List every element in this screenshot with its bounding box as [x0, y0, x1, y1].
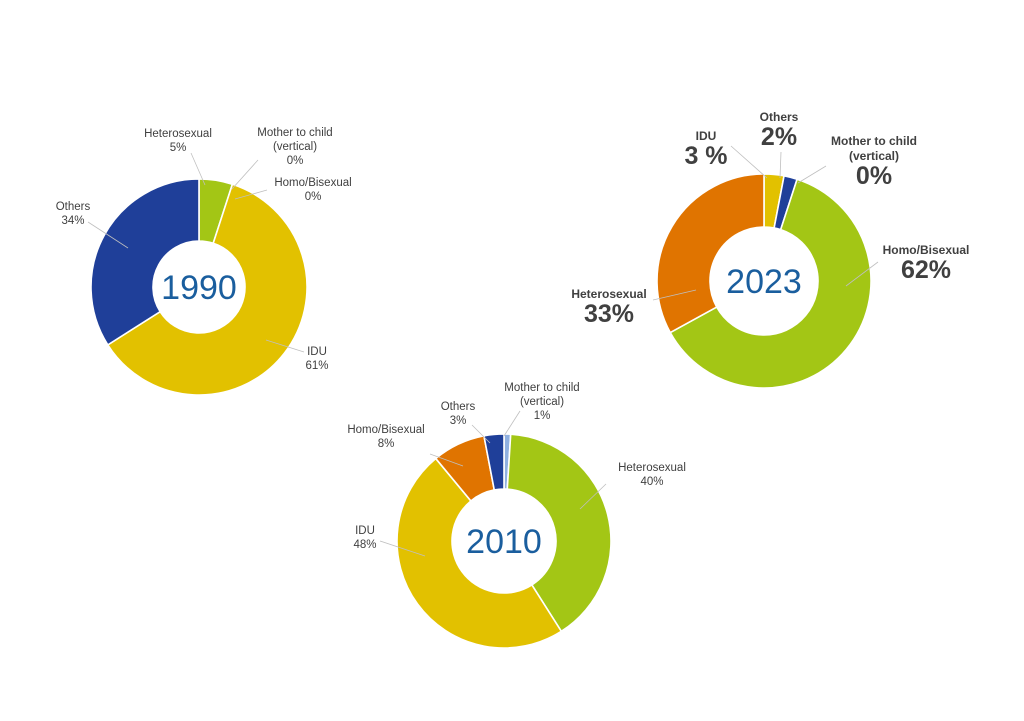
- leader-line-others: [471, 424, 491, 444]
- leader-line-others: [87, 221, 129, 249]
- data-label-name: Others: [441, 401, 476, 413]
- data-label-others: Others 34%: [56, 201, 91, 227]
- data-label-value: 33%: [584, 300, 634, 328]
- data-label-name: Others: [56, 201, 91, 213]
- data-label-homo-bisexual: Homo/Bisexual 0%: [274, 177, 351, 203]
- leader-line-homo-bisexual: [845, 261, 879, 287]
- slice-homo-bisexual: [669, 178, 872, 389]
- leader-line-mother-to-child: [231, 159, 259, 190]
- data-label-name: Others: [760, 110, 799, 124]
- data-label-value: 34%: [61, 215, 84, 227]
- data-label-value: 40%: [640, 476, 663, 488]
- data-label-idu: IDU 48%: [353, 525, 376, 551]
- data-label-value: 5%: [170, 142, 187, 154]
- data-label-name: Mother to child: [504, 382, 579, 394]
- leader-line-heterosexual: [579, 483, 607, 510]
- data-label-homo-bisexual: Homo/Bisexual 8%: [347, 424, 424, 450]
- data-label-name: (vertical): [273, 141, 317, 153]
- data-label-name: (vertical): [520, 396, 564, 408]
- leader-line-heterosexual: [652, 289, 697, 301]
- leader-line-idu: [379, 540, 426, 557]
- data-label-name: Heterosexual: [571, 287, 646, 301]
- data-label-others: Others 3%: [441, 401, 476, 427]
- data-label-mother-to-child: Mother to child (vertical) 0%: [831, 134, 917, 190]
- leader-line-idu: [730, 145, 768, 179]
- data-label-value: 0%: [305, 191, 322, 203]
- donut-chart-2010: 2010 Mother to child (vertical) 1% Heterosex…: [347, 382, 686, 649]
- data-label-name: Homo/Bisexual: [274, 177, 351, 189]
- data-label-value: 8%: [378, 438, 395, 450]
- slice-idu: [106, 183, 308, 396]
- data-label-value: 0%: [287, 155, 304, 167]
- leader-line-mother-to-child: [503, 410, 521, 437]
- data-label-mother-to-child: Mother to child (vertical) 1%: [504, 382, 579, 422]
- data-label-mother-to-child: Mother to child (vertical) 0%: [257, 127, 332, 167]
- data-label-value: 3 %: [684, 142, 727, 170]
- data-label-name: Mother to child: [831, 134, 917, 148]
- data-label-idu: IDU 61%: [305, 346, 328, 372]
- data-label-heterosexual: Heterosexual 40%: [618, 462, 686, 488]
- leader-line-homo-bisexual: [234, 189, 268, 200]
- data-label-name: Homo/Bisexual: [883, 243, 970, 257]
- leader-line-idu: [265, 339, 305, 353]
- data-label-value: 3%: [450, 415, 467, 427]
- center-year-label: 2023: [726, 263, 802, 301]
- slice-heterosexual: [656, 173, 765, 334]
- leader-line-homo-bisexual: [429, 453, 464, 467]
- center-year-label: 2010: [466, 523, 542, 561]
- donut-chart-1990: 1990 Heterosexual 5% Mother to child (vertic…: [56, 127, 352, 396]
- data-label-value: 2%: [761, 123, 797, 151]
- data-label-others: Others 2%: [760, 110, 799, 151]
- data-label-value: 62%: [901, 256, 951, 284]
- data-label-name: IDU: [696, 129, 717, 143]
- slice-heterosexual: [506, 433, 612, 633]
- data-label-value: 48%: [353, 539, 376, 551]
- data-label-idu: IDU 3 %: [684, 129, 727, 170]
- data-label-value: 0%: [856, 162, 892, 190]
- center-year-label: 1990: [161, 269, 237, 307]
- slice-idu: [396, 457, 563, 649]
- leader-line-heterosexual: [190, 152, 206, 186]
- slice-others: [90, 178, 200, 346]
- data-label-heterosexual: Heterosexual 5%: [144, 128, 212, 154]
- data-label-value: 61%: [305, 360, 328, 372]
- data-label-name: (vertical): [849, 149, 899, 163]
- data-label-name: Heterosexual: [144, 128, 212, 140]
- data-label-name: Homo/Bisexual: [347, 424, 424, 436]
- data-label-value: 1%: [534, 410, 551, 422]
- data-label-name: IDU: [307, 346, 327, 358]
- slice-others: [483, 433, 505, 491]
- data-label-name: Mother to child: [257, 127, 332, 139]
- data-label-name: Heterosexual: [618, 462, 686, 474]
- leader-line-mother-to-child: [797, 165, 827, 184]
- leader-line-others: [779, 151, 782, 179]
- data-label-homo-bisexual: Homo/Bisexual 62%: [883, 243, 970, 284]
- data-label-name: IDU: [355, 525, 375, 537]
- data-label-heterosexual: Heterosexual 33%: [571, 287, 646, 328]
- donut-chart-2023: 2023 IDU 3 % Others 2% Mother to child (vertic…: [571, 110, 970, 389]
